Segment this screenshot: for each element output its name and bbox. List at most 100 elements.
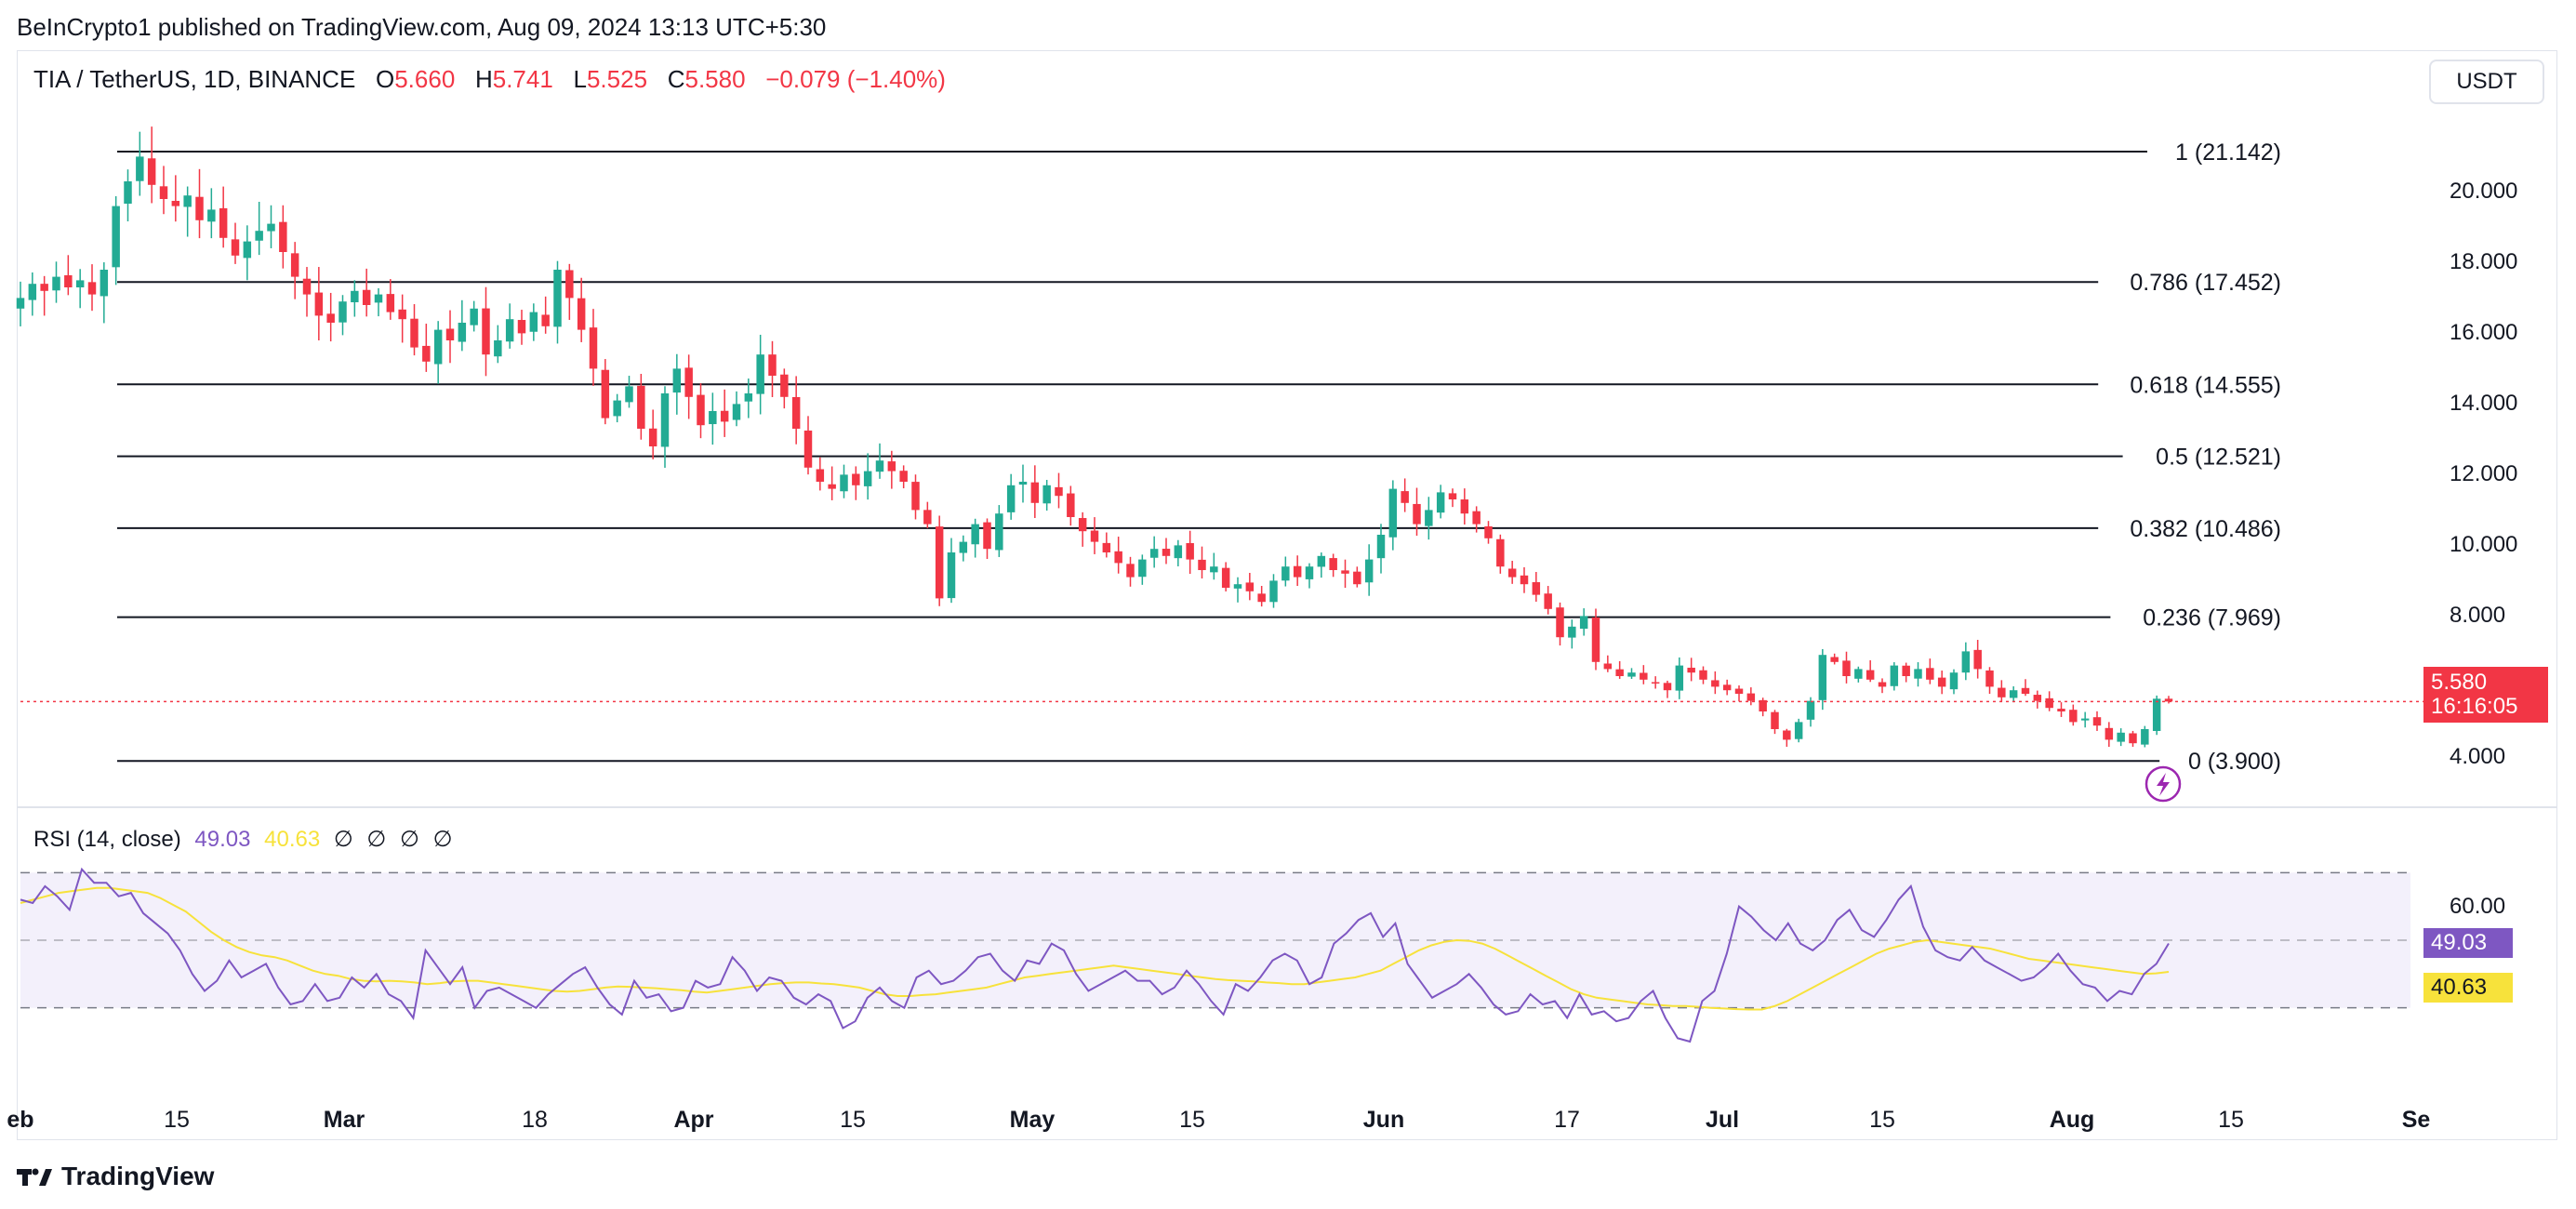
candle-body [947, 552, 956, 599]
candle-body [1902, 665, 1910, 676]
candle-body [720, 410, 729, 422]
candle-body [1221, 567, 1230, 588]
close-label: C [667, 65, 685, 93]
candle-body [1830, 657, 1839, 662]
candle-body [1746, 693, 1756, 701]
candle-body [995, 513, 1003, 551]
candle-body [529, 312, 538, 332]
fib-level-label: 0 (3.900) [2188, 749, 2281, 775]
candle-body [505, 319, 514, 342]
candle-body [52, 276, 60, 291]
candle-body [1317, 555, 1326, 567]
candle-body [136, 156, 144, 181]
candle-body [267, 223, 275, 232]
tradingview-logo[interactable]: TradingView [17, 1162, 214, 1191]
candle-body [1245, 582, 1255, 591]
close-value: 5.580 [684, 65, 746, 93]
candle-body [1376, 535, 1386, 559]
candle-body [40, 284, 48, 291]
candle-body [899, 471, 908, 482]
candle-body [422, 345, 431, 362]
candle-body [1579, 616, 1588, 630]
candle-body [1663, 683, 1672, 691]
time-axis-label: Aug [2049, 1107, 2095, 1133]
candle-body [577, 298, 586, 330]
open-value: 5.660 [394, 65, 456, 93]
candle-body [1042, 485, 1051, 504]
candle-body [100, 270, 109, 297]
rsi-ma-value-tag: 40.63 [2423, 973, 2513, 1003]
candle-body [255, 231, 263, 241]
time-axis-label: Se [2401, 1107, 2431, 1133]
candle-body [1640, 672, 1648, 680]
candle-body [1174, 545, 1183, 559]
candle-body [207, 209, 216, 222]
tradingview-logo-icon [17, 1168, 52, 1186]
candle-body [410, 318, 418, 348]
candle-body [1973, 649, 1982, 670]
candle-body [1759, 699, 1767, 711]
candle-body [494, 340, 502, 357]
time-axis-label: eb [7, 1107, 34, 1133]
candle-body [2105, 727, 2114, 740]
candle-body [2141, 729, 2149, 745]
candle-body [171, 200, 180, 206]
candle-body [637, 385, 645, 429]
candle-body [2080, 718, 2090, 721]
candle-body [2164, 698, 2173, 702]
candle-body [1818, 655, 1827, 700]
rsi-ma-value: 40.63 [264, 827, 321, 852]
candle-body [1257, 593, 1266, 603]
candle-body [1507, 568, 1517, 578]
candle-body [1484, 525, 1493, 538]
currency-button[interactable]: USDT [2429, 60, 2544, 104]
candle-body [314, 292, 324, 316]
candle-body [1675, 665, 1684, 691]
candle-body [1771, 711, 1779, 729]
candle-body [1472, 511, 1481, 525]
candle-body [840, 474, 848, 492]
candle-body [1460, 499, 1469, 514]
candle-body [124, 181, 132, 205]
candle-body [1783, 730, 1791, 740]
candle-body [1233, 584, 1242, 589]
time-axis-label: May [1009, 1107, 1056, 1133]
candle-body [1305, 566, 1314, 579]
candle-body [458, 323, 467, 342]
bar-countdown: 16:16:05 [2431, 694, 2518, 719]
candle-body [445, 328, 455, 340]
candle-body [1591, 617, 1600, 662]
candle-body [1722, 684, 1732, 691]
rsi-value-tag: 49.03 [2423, 928, 2513, 958]
price-axis-label: 20.000 [2450, 179, 2518, 205]
symbol-ohlc-legend: TIA / TetherUS, 1D, BINANCE O5.660 H5.74… [33, 65, 946, 94]
candle-body [875, 460, 884, 472]
low-value: 5.525 [586, 65, 648, 93]
candle-body [1102, 542, 1111, 552]
candle-body [791, 396, 801, 429]
candle-body [1520, 575, 1529, 585]
candle-body [852, 473, 860, 485]
candle-body [923, 510, 932, 525]
candle-body [87, 282, 97, 295]
candle-body [971, 524, 979, 545]
candle-body [1329, 558, 1337, 570]
candle-body [1998, 687, 2006, 698]
candle-body [959, 541, 968, 553]
candle-body [326, 313, 335, 323]
candle-body [1926, 668, 1934, 680]
candle-body [1842, 660, 1851, 676]
candle-body [28, 284, 37, 300]
candle-body [816, 469, 825, 482]
candle-body [2152, 698, 2161, 732]
last-price-value: 5.580 [2431, 670, 2488, 695]
candle-body [398, 309, 406, 320]
candle-body [1961, 651, 1971, 673]
candle-body [1126, 564, 1135, 578]
candle-body [1854, 669, 1863, 679]
candle-body [1281, 566, 1290, 581]
tradingview-logo-text: TradingView [61, 1162, 215, 1190]
time-axis-label: 15 [840, 1107, 866, 1133]
candle-body [2033, 695, 2042, 701]
